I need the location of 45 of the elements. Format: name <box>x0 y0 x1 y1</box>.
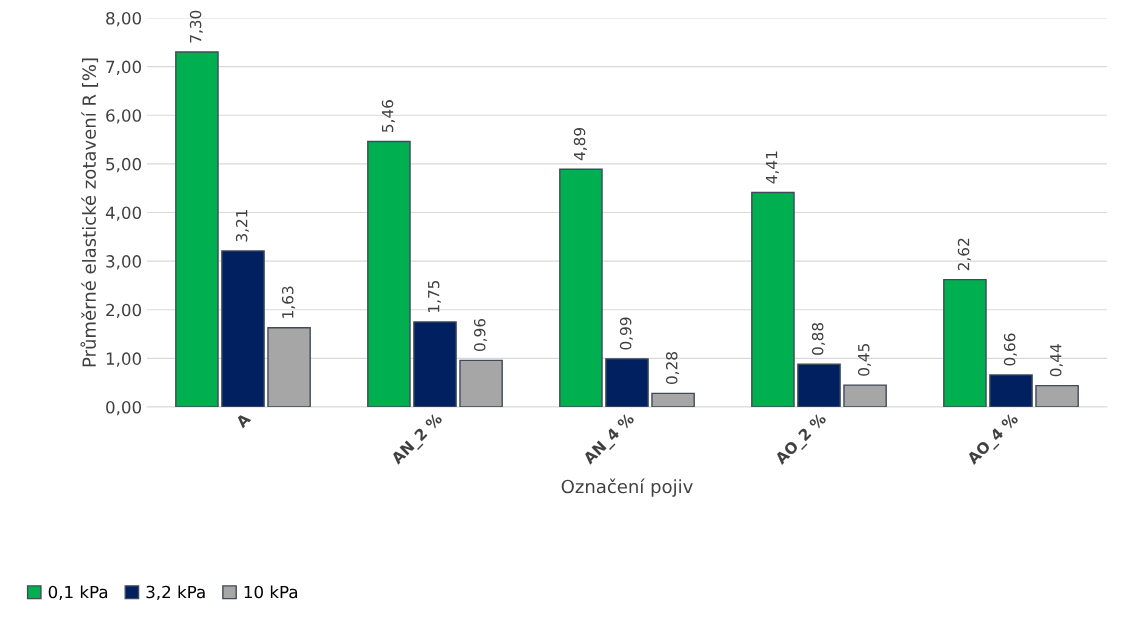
data-label: 0,88 <box>811 322 825 355</box>
y-tick-label: 8,00 <box>106 11 142 27</box>
data-label: 7,30 <box>189 10 203 43</box>
y-tick-label: 7,00 <box>106 60 142 75</box>
data-label: 0,45 <box>857 344 872 376</box>
bar <box>751 191 795 407</box>
bar <box>943 278 987 407</box>
y-tick-label: 2,00 <box>106 303 142 319</box>
y-tick-label: 4,00 <box>105 206 142 221</box>
data-label: 2,62 <box>957 238 971 271</box>
legend-label: 3,2 kPa <box>146 585 205 600</box>
x-axis-title: Označení pojiv <box>561 478 693 497</box>
data-label: 3,21 <box>235 209 249 242</box>
y-tick-label: 5,00 <box>106 157 142 173</box>
bar <box>797 363 841 407</box>
legend-label: 10 kPa <box>244 585 298 599</box>
bar <box>367 140 411 407</box>
bar <box>559 168 603 407</box>
bar <box>605 358 649 407</box>
data-label: 0,44 <box>1049 344 1064 377</box>
data-label: 0,99 <box>619 317 633 350</box>
bar <box>843 384 887 407</box>
data-label: 0,66 <box>1003 333 1017 366</box>
bar <box>221 250 265 407</box>
y-tick-label: 0,00 <box>106 400 142 416</box>
bar <box>651 392 695 407</box>
y-tick-label: 6,00 <box>106 109 142 124</box>
data-label: 1,63 <box>281 286 296 318</box>
y-axis-title: Průměrné elastické zotavení R [%] <box>80 58 99 367</box>
bar <box>1035 384 1079 407</box>
y-tick-label: 1,00 <box>106 352 142 367</box>
data-label: 0,96 <box>473 318 488 351</box>
x-tick-label: A <box>235 412 252 429</box>
bar <box>459 359 503 407</box>
legend-label: 0,1 kPa <box>48 585 108 600</box>
bar <box>175 51 219 407</box>
bar <box>267 327 311 407</box>
bar <box>413 321 457 407</box>
bar <box>989 374 1033 407</box>
data-label: 0,28 <box>665 352 680 385</box>
data-label: 4,89 <box>573 127 587 161</box>
y-tick-label: 3,00 <box>106 255 142 270</box>
data-label: 5,46 <box>381 100 395 132</box>
data-label: 1,75 <box>428 280 441 312</box>
data-label: 4,41 <box>766 151 779 184</box>
